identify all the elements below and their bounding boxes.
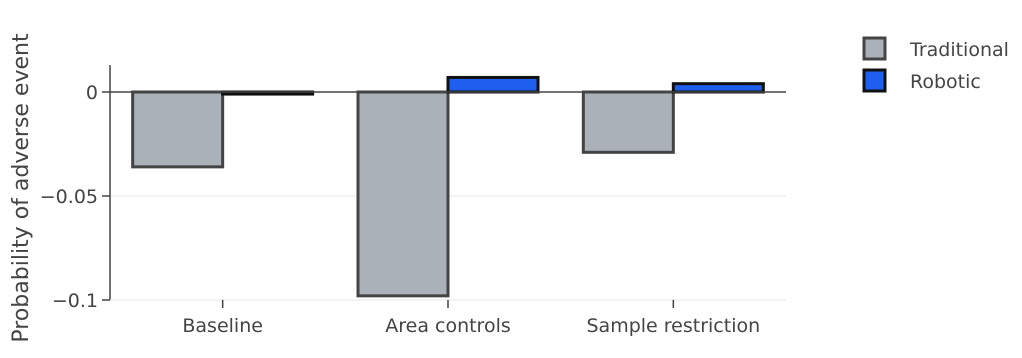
x-tick-label-1: Area controls <box>385 315 511 337</box>
y-tick-label-1: −0.05 <box>40 186 98 208</box>
bar-traditional-0 <box>131 90 225 169</box>
bar-robotic-1 <box>446 75 540 94</box>
x-axis-ticks: Baseline Area controls Sample restriction <box>182 300 760 337</box>
y-tick-label-2: −0.1 <box>52 290 98 312</box>
legend-swatch-robotic <box>862 68 887 93</box>
bar-robotic-2 <box>671 82 765 94</box>
x-tick-label-2: Sample restriction <box>587 315 761 337</box>
y-axis-ticks: 0 −0.05 −0.1 <box>40 82 110 312</box>
legend-swatch-traditional <box>862 36 887 61</box>
y-tick-label-0: 0 <box>86 82 98 104</box>
legend-label-robotic: Robotic <box>910 71 981 93</box>
bar-traditional-2 <box>581 90 675 154</box>
legend: Traditional Robotic <box>862 36 1009 93</box>
bar-traditional-1 <box>356 90 450 298</box>
bars <box>131 75 765 298</box>
y-axis-title: Probability of adverse event <box>9 33 34 343</box>
x-tick-label-0: Baseline <box>182 315 263 337</box>
legend-label-traditional: Traditional <box>909 39 1009 61</box>
